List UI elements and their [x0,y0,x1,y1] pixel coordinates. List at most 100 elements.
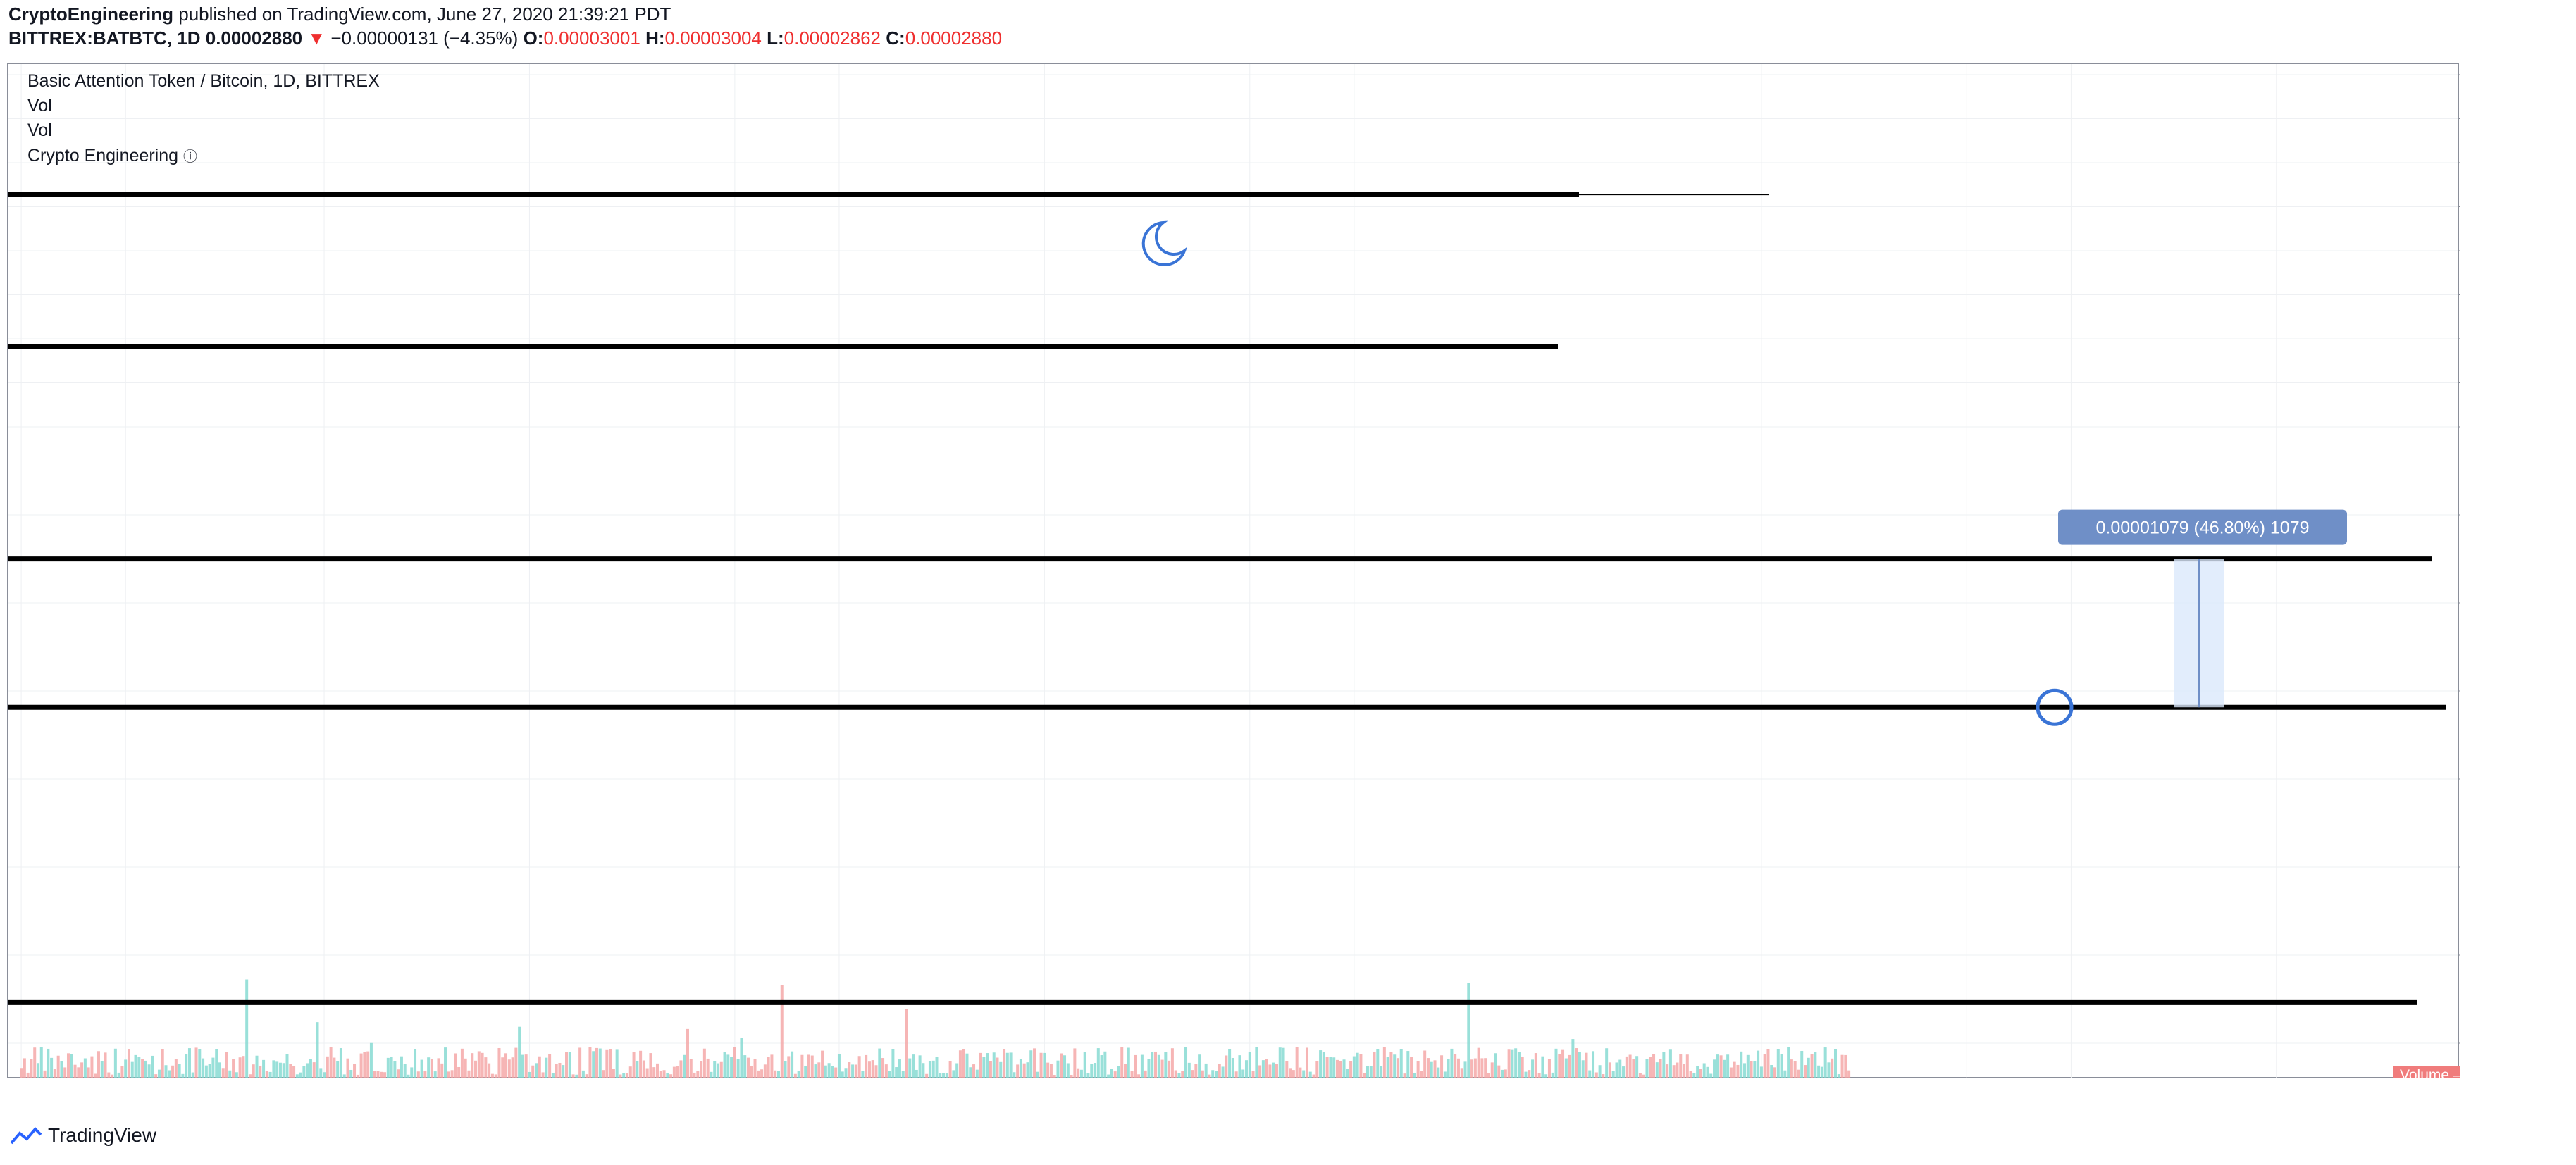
volume-bar [713,1061,717,1078]
volume-bar [447,1071,450,1078]
volume-bar [359,1053,363,1078]
publish-info: CryptoEngineering published on TradingVi… [8,3,671,25]
volume-bar [1531,1059,1535,1078]
volume-bar [194,1047,198,1078]
volume-bar [1699,1069,1702,1078]
volume-bar [1753,1061,1757,1078]
volume-bar [437,1058,440,1078]
volume-bar [655,1063,659,1078]
volume-bar [1187,1062,1191,1078]
volume-legend-2[interactable]: Vol [27,120,52,140]
volume-bar [1823,1047,1827,1078]
volume-bar [1416,1061,1420,1078]
volume-bar [70,1054,73,1078]
price-chart[interactable]: 0.000105000.000100000.000095000.00009000… [8,64,2460,1078]
volume-bar [120,1066,124,1078]
tradingview-logo[interactable]: TradingView [10,1124,156,1147]
volume-bar [1460,1068,1463,1078]
volume-bar [831,1066,834,1078]
volume-tag-text: Volume — 273.059K [2400,1067,2460,1078]
volume-bar [1692,1073,1696,1078]
volume-bar [1208,1074,1211,1078]
low-label: L: [767,27,784,49]
volume-bar [1124,1064,1127,1078]
volume-bar [1086,1073,1090,1078]
volume-bar [1174,1070,1177,1078]
chart-title[interactable]: Basic Attention Token / Bitcoin, 1D, BIT… [27,71,380,91]
volume-bar [1666,1064,1669,1078]
moon-icon [1141,220,1188,266]
volume-bar [185,1054,188,1078]
volume-bar [1820,1066,1823,1078]
volume-bar [861,1071,865,1078]
volume-bar [1103,1051,1107,1078]
volume-bar [821,1050,824,1078]
volume-bar [356,1074,359,1078]
volume-bar [83,1058,87,1078]
volume-bar [740,1038,743,1078]
volume-bar [555,1064,558,1078]
volume-bar [733,1047,736,1078]
volume-bar [865,1054,868,1078]
volume-bar [329,1047,333,1078]
volume-bar [774,1070,777,1078]
volume-bar [1255,1047,1258,1078]
volume-bar [723,1052,726,1078]
volume-bar [1083,1052,1086,1078]
author-name[interactable]: CryptoEngineering [8,4,174,25]
volume-bar [848,1062,851,1078]
volume-bar [639,1050,643,1078]
volume-bar [1120,1047,1124,1078]
info-icon[interactable]: ⓘ [182,149,197,165]
volume-bar [1022,1063,1026,1078]
volume-bar [43,1070,47,1078]
chart-panel[interactable]: 0.000105000.000100000.000095000.00009000… [7,63,2460,1078]
volume-bar [285,1054,289,1078]
volume-bar [952,1070,955,1078]
volume-bar [242,1056,245,1078]
volume-bar [945,1073,948,1078]
volume-bar [494,1074,497,1078]
volume-bar [1077,1068,1080,1078]
volume-bar [1454,1054,1457,1078]
volume-bar [915,1069,918,1078]
volume-bar [1134,1054,1137,1078]
volume-bar [366,1051,370,1078]
volume-bar [609,1049,612,1078]
volume-bar [1194,1064,1198,1078]
volume-bar [1003,1049,1006,1078]
volume-bar [490,1073,494,1078]
indicator-legend[interactable]: Crypto Engineering ⓘ [27,145,197,166]
volume-bar [1413,1073,1416,1078]
volume-bar [706,1058,710,1078]
volume-bar [268,1071,272,1078]
price-change: −0.00000131 (−4.35%) [330,27,519,49]
volume-bar [625,1073,628,1078]
volume-bar [181,1073,185,1078]
volume-bar [538,1056,541,1078]
volume-bar [1578,1052,1581,1078]
volume-bar [1094,1063,1097,1078]
volume-bar [1776,1049,1780,1078]
volume-bar [837,1054,841,1078]
volume-bar [931,1060,935,1078]
volume-bar [996,1057,999,1078]
volume-bar [972,1064,976,1078]
volume-bar [1797,1069,1800,1078]
tradingview-icon [10,1126,42,1144]
volume-bar [117,1072,120,1078]
volume-bar [1113,1071,1117,1078]
volume-bar [104,1052,107,1078]
volume-bar [1840,1054,1844,1078]
volume-bar [1437,1067,1440,1078]
volume-bar [507,1059,511,1078]
volume-bar [1265,1059,1268,1078]
volume-bar [1470,1059,1474,1078]
volume-bar [1060,1053,1063,1078]
volume-bar [1773,1067,1777,1078]
volume-bar [1332,1057,1336,1078]
volume-tag-bg [2393,1066,2460,1078]
volume-bar [888,1071,891,1078]
volume-bar [1497,1065,1501,1078]
volume-legend-1[interactable]: Vol [27,96,52,116]
